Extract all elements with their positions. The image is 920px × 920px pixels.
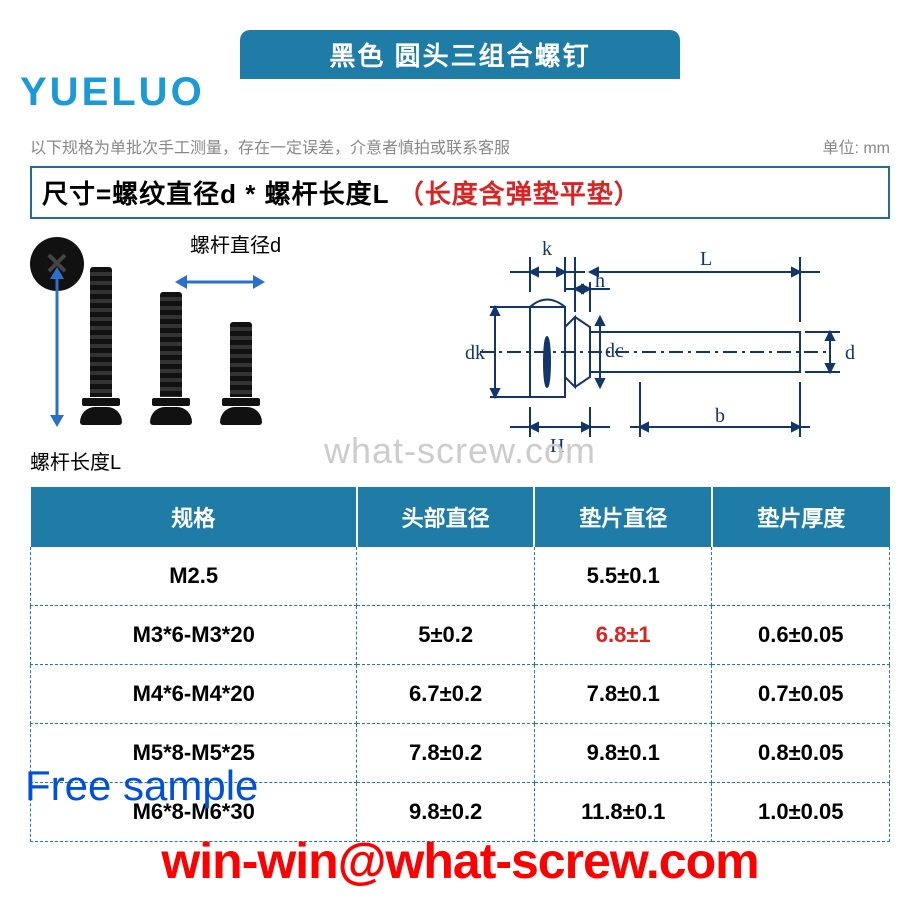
table-cell: M4*6-M4*20 [31,665,357,724]
svg-text:L: L [700,248,712,270]
diameter-arrow-icon [175,275,265,289]
table-header: 头部直径 [357,487,535,547]
table-cell: 6.7±0.2 [357,665,535,724]
table-cell [357,547,535,606]
table-cell [712,547,890,606]
table-cell: 7.8±0.2 [357,724,535,783]
screw-sample-3 [220,322,262,425]
diameter-label: 螺杆直径d [190,229,281,258]
table-header: 垫片直径 [534,487,712,547]
table-cell: 5.5±0.1 [534,547,712,606]
table-cell: 0.8±0.05 [712,724,890,783]
svg-text:d: d [845,342,855,364]
screw-sample-2 [150,292,192,425]
screw-sample-1 [80,267,122,425]
table-cell: 6.8±1 [534,606,712,665]
svg-text:h: h [595,270,605,292]
table-row: M2.5 5.5±0.1 [31,547,890,606]
table-cell: 5±0.2 [357,606,535,665]
table-row: M3*6-M3*205±0.26.8±10.6±0.05 [31,606,890,665]
table-header: 规格 [31,487,357,547]
formula-main: 尺寸=螺纹直径d * 螺杆长度L [42,179,390,209]
table-cell: M2.5 [31,547,357,606]
svg-text:dk: dk [465,342,485,364]
svg-text:k: k [542,238,552,260]
formula-box: 尺寸=螺纹直径d * 螺杆长度L （长度含弹垫平垫） [30,166,890,219]
table-cell: 0.7±0.05 [712,665,890,724]
product-photo-area: 螺杆直径d 螺杆长度L [30,237,410,467]
length-arrow-icon [50,267,64,427]
svg-text:dc: dc [605,340,624,362]
title-bar: 黑色 圆头三组合螺钉 [240,30,680,79]
table-cell: 9.8±0.1 [534,724,712,783]
table-row: M4*6-M4*206.7±0.27.8±0.10.7±0.05 [31,665,890,724]
table-header: 垫片厚度 [712,487,890,547]
unit-label: 单位: mm [822,134,890,158]
contact-email[interactable]: win-win@what-screw.com [0,832,920,890]
table-cell: 7.8±0.1 [534,665,712,724]
measurement-note: 以下规格为单批次手工测量，存在一定误差，介意者慎拍或联系客服 [30,134,510,158]
table-cell: M3*6-M3*20 [31,606,357,665]
technical-drawing: k h L dk dc d H b [410,237,870,467]
length-label: 螺杆长度L [30,446,121,475]
svg-text:b: b [715,405,725,427]
free-sample-text: Free sample [25,762,258,810]
svg-text:H: H [550,435,564,457]
brand-logo: YUELUO [20,70,205,115]
formula-note: （长度含弹垫平垫） [398,179,641,209]
table-cell: 0.6±0.05 [712,606,890,665]
